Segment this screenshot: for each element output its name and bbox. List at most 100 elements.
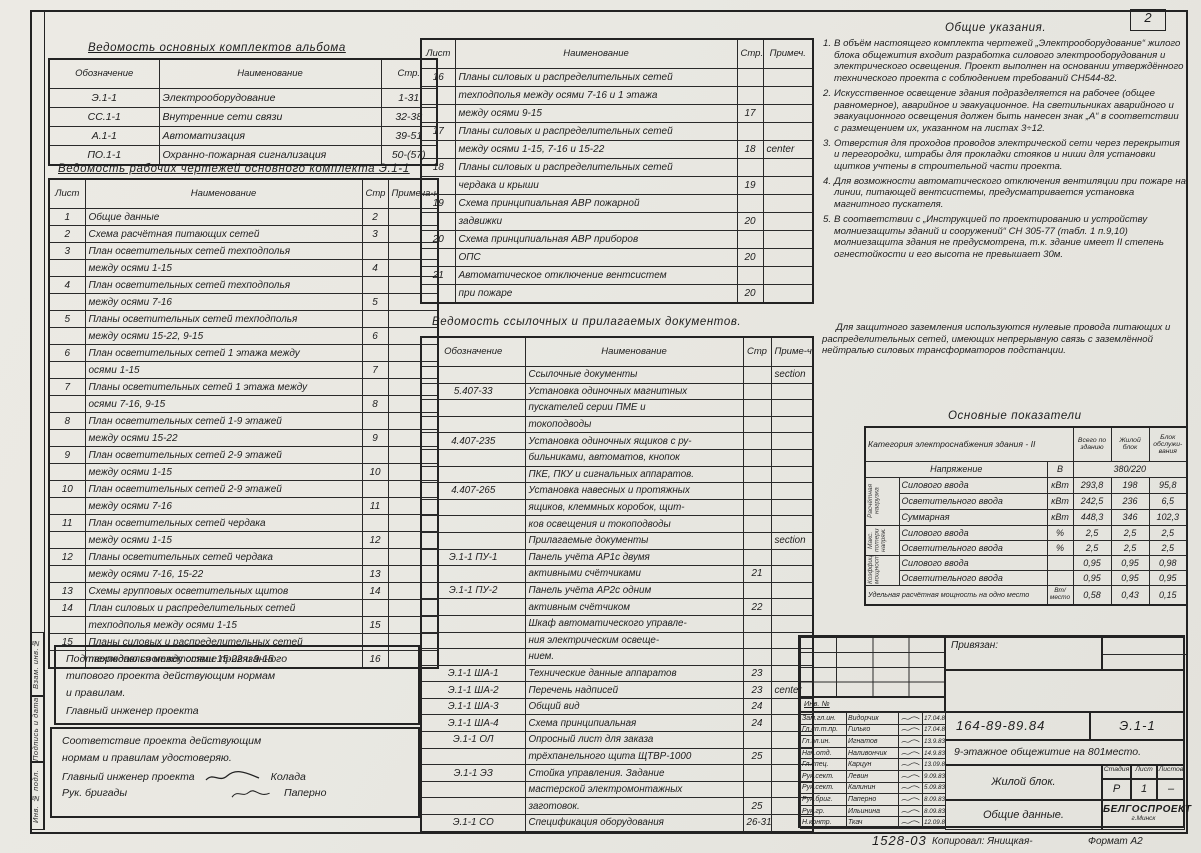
table-row: заготовок. 25 <box>420 797 814 816</box>
table-row: между осями 7-16 11 <box>48 497 439 515</box>
cell-name: Левин <box>846 769 899 783</box>
cell-page: 15 <box>361 616 389 634</box>
cell-text: Технические данные аппаратов <box>524 664 744 683</box>
cell-text: чердака и крыши <box>454 176 738 195</box>
cell-page: 20 <box>736 284 764 304</box>
cell-num <box>48 565 86 583</box>
loss-light-name: Осветительного ввода <box>898 539 1048 556</box>
cell-code <box>420 648 526 666</box>
stage-header-cell: Стадия <box>1102 765 1131 779</box>
cell-num: 20 <box>420 230 456 249</box>
album-header-code: Обозначение <box>48 58 160 89</box>
table-row: 7 Планы осветительных сетей 1 этажа между <box>48 378 439 396</box>
cell-date: 8.09.83 <box>922 793 946 806</box>
cell-page <box>742 382 772 401</box>
table-row: 4. Для возможности автоматического отключ… <box>818 176 1186 214</box>
table-row: ния электрическим освеще- <box>420 631 814 650</box>
sheet-frame <box>30 10 1188 834</box>
cell-num <box>48 259 86 277</box>
cell-code <box>420 631 526 650</box>
cell-text: техподполья между осями 1-15 <box>84 616 363 634</box>
cell-page <box>361 378 389 396</box>
cell-num <box>48 293 86 311</box>
cell-page: 13 <box>361 565 389 583</box>
cell-page: 11 <box>361 497 389 515</box>
cell-note <box>762 122 814 141</box>
cell-text: между осями 1-15 <box>84 531 363 549</box>
cell-text: Схема принципиальная АВР пожарной <box>454 194 738 213</box>
cell-code: 4.407-265 <box>420 482 526 500</box>
sheets2-header-num: Лист <box>420 38 456 69</box>
cell-text: План осветительных сетей техподполья <box>84 242 363 260</box>
unit-power-name: Удельная расчётная мощность на одно мест… <box>864 584 1048 606</box>
cell-code <box>420 614 526 633</box>
cell-name: Ильинина <box>846 804 899 818</box>
sheets-value: – <box>1167 783 1175 795</box>
cell-num: 1 <box>48 208 86 226</box>
load-light-unit: кВт <box>1046 492 1074 510</box>
cell-page <box>361 242 389 260</box>
cell-page <box>742 780 772 799</box>
cell-text: План осветительных сетей 1-9 этажей <box>84 412 363 430</box>
cell-num <box>420 140 456 159</box>
frame-inner-left-line <box>44 10 45 830</box>
cell-num: 11 <box>48 514 86 532</box>
cell-page: 20 <box>736 248 764 267</box>
cell-code <box>420 448 526 467</box>
cell-name: Игнатов <box>846 735 899 748</box>
sheets-header-name: Наименование <box>84 178 363 209</box>
table-row: техподполья между осями 15-22 и 9-15 16 <box>48 650 439 669</box>
table-row: активным счётчиком 22 <box>420 598 814 616</box>
table-row: Рук.гр. Ильинина 8.09.83 <box>800 804 946 818</box>
cell-text: Перечень надписей <box>524 681 744 699</box>
cell-text: Планы осветительных сетей 1 этажа между <box>84 378 363 396</box>
sheets-header-page: Стр <box>361 178 389 209</box>
load-power-unit: кВт <box>1046 476 1074 494</box>
cell-code: СС.1-1 <box>48 107 160 127</box>
organization-city: г.Минск <box>1131 815 1156 822</box>
cell-page: 25 <box>742 747 772 766</box>
refs-header-page: Стр <box>742 336 772 367</box>
cell-note <box>770 548 814 567</box>
cell-num: 10 <box>48 480 86 498</box>
load-total-v3: 102,3 <box>1148 508 1188 526</box>
cert1-role: Главный инженер проекта <box>66 705 199 718</box>
cell-num <box>420 86 456 105</box>
cell-num <box>420 104 456 123</box>
cell-text: между осями 15-22, 9-15 <box>84 327 363 345</box>
indicators-category: Категория электроснабжения здания - II <box>864 426 1074 462</box>
cell-text: Установка навесных и протяжных <box>524 482 744 500</box>
loss-power-name: Силового ввода <box>898 524 1048 541</box>
cell-code: А.1-1 <box>48 126 160 146</box>
margin-label-b: Подпись и дата <box>31 697 40 761</box>
cell-text: задвижки <box>454 212 738 231</box>
content-name: Общие данные. <box>983 809 1064 821</box>
cell-text: мастерской электромонтажных <box>524 780 744 799</box>
cell-note <box>770 399 814 417</box>
cell-name: Карцун <box>846 758 899 771</box>
table-row: 1. В объём настоящего комплекта чертежей … <box>818 38 1186 88</box>
table-row: Э.1-1 Электрооборудование 1-31 <box>48 88 438 108</box>
cell-page <box>361 514 389 532</box>
table-row: СС.1-1 Внутренние сети связи 32-38 <box>48 107 438 127</box>
table-row: токоподводы <box>420 415 814 434</box>
copy-note: Копировал: Янищкая- <box>932 836 1033 847</box>
table-row: Н.контр.Ткач 12.09.83 <box>800 816 946 829</box>
cell-text: техподполья между осями 7-16 и 1 этажа <box>454 86 738 105</box>
table-row: чердака и крыши 19 <box>420 176 814 195</box>
load-row-total: Суммарная кВт 448,3 346 102,3 <box>865 508 1188 526</box>
cell-code <box>420 531 526 550</box>
table-row: задвижки 20 <box>420 212 814 231</box>
cell-note <box>762 266 814 285</box>
cell-code <box>420 515 526 533</box>
cell-n: 4. <box>822 175 831 187</box>
table-row: трёхпанельного щита ЩТВР-1000 25 <box>420 747 814 766</box>
cell-num <box>48 429 86 447</box>
cell-page: 9 <box>361 429 389 447</box>
cell-sig <box>898 816 923 829</box>
signers-table: Зам.гл.ин.Видорчик17.04.82Гл.сп.т.пр.Гил… <box>800 712 946 829</box>
cell-sig <box>898 804 923 818</box>
cell-text: Опросный лист для заказа <box>524 731 744 749</box>
cell-code: Э.1-1 ША-3 <box>420 697 526 716</box>
